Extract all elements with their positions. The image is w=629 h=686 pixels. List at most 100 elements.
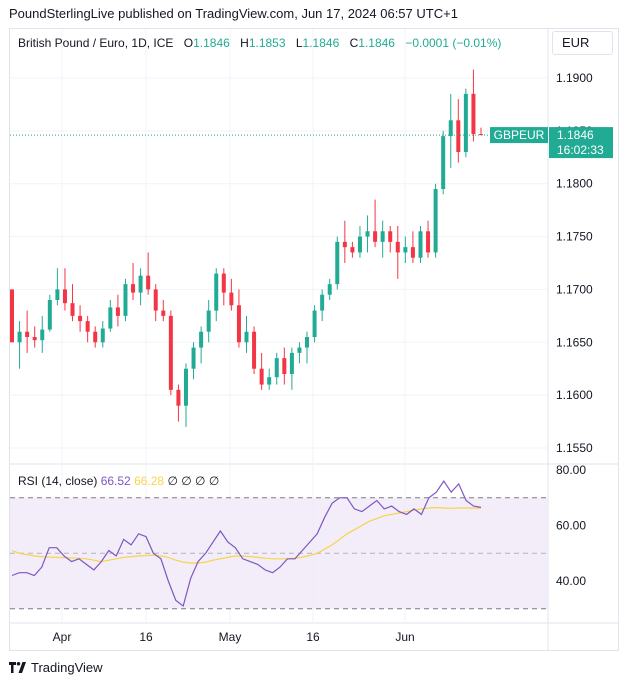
candle-body: [335, 241, 340, 285]
candle: [138, 268, 143, 306]
candle-body: [395, 241, 400, 253]
candle-body: [123, 284, 128, 316]
low-value: 1.1846: [302, 36, 340, 50]
close-label: C: [349, 36, 359, 50]
price-tick-label: 1.1800: [556, 177, 593, 191]
candle: [153, 284, 158, 322]
time-tick-label: 16: [306, 630, 320, 644]
time-tick-label: 16: [139, 630, 153, 644]
currency-button[interactable]: EUR: [552, 31, 613, 55]
candle: [85, 315, 90, 343]
candle-body: [388, 231, 393, 242]
candle: [365, 215, 370, 253]
candle: [282, 347, 287, 385]
candle-body: [55, 289, 60, 300]
candle-body: [357, 236, 362, 253]
candle-body: [373, 231, 378, 242]
candle-body: [221, 273, 226, 293]
candle-body: [418, 231, 423, 258]
candle-body: [100, 328, 105, 343]
candle: [274, 352, 279, 385]
candle-body: [131, 284, 136, 293]
candle-body: [312, 310, 317, 337]
candle: [433, 183, 438, 258]
candle-body: [252, 331, 257, 369]
candle: [131, 263, 136, 300]
candle-body: [327, 284, 332, 295]
candle: [40, 315, 45, 353]
candle: [115, 294, 120, 327]
candle: [267, 368, 272, 390]
time-tick-label: Jun: [395, 630, 414, 644]
candle: [289, 347, 294, 390]
candle: [25, 310, 30, 353]
rsi-ma-value: 66.28: [134, 474, 165, 488]
candle: [176, 384, 181, 422]
candle-body: [199, 331, 204, 348]
candle: [335, 236, 340, 290]
candle: [373, 199, 378, 248]
open-value: 1.1846: [193, 36, 230, 50]
price-tick-label: 1.1900: [556, 71, 593, 85]
candle: [342, 220, 347, 263]
candle-body: [433, 189, 438, 253]
candle-body: [456, 120, 461, 152]
candle-body: [153, 289, 158, 311]
tradingview-logo-icon: [9, 662, 26, 673]
candle: [206, 300, 211, 343]
candle-body: [146, 275, 151, 290]
candle: [55, 268, 60, 306]
symbol-title: British Pound / Euro, 1D, ICE: [18, 36, 174, 50]
candle-body: [78, 315, 83, 322]
candle: [10, 289, 14, 343]
candle-body: [85, 321, 90, 332]
rsi-value: 66.52: [100, 474, 131, 488]
candle-body: [463, 93, 468, 152]
candle: [62, 268, 67, 311]
rsi-ma-line: [11, 506, 481, 564]
candle: [380, 220, 385, 258]
candle: [229, 278, 234, 311]
candle-body: [168, 315, 173, 390]
time-tick-label: May: [219, 630, 242, 644]
candle-body: [479, 134, 483, 136]
candle: [448, 93, 453, 168]
candle-body: [289, 352, 294, 374]
candle: [146, 252, 151, 295]
candle-body: [191, 347, 196, 369]
candle: [161, 300, 166, 322]
candle-body: [448, 120, 453, 137]
candle: [471, 69, 476, 142]
candle: [388, 226, 393, 253]
candle-body: [320, 294, 325, 311]
candle-body: [183, 368, 188, 406]
time-tick-label: Apr: [53, 630, 72, 644]
candle: [236, 289, 241, 348]
candle: [441, 130, 446, 195]
price-tick-label: 1.1600: [556, 388, 593, 402]
candle-body: [47, 300, 52, 330]
candle: [463, 88, 468, 158]
candle: [214, 268, 219, 322]
candle-body: [40, 329, 45, 341]
price-badge: [549, 127, 613, 159]
candle: [252, 326, 257, 374]
candle-body: [108, 307, 113, 329]
candle: [32, 326, 37, 348]
rsi-line: [11, 480, 482, 608]
candle: [357, 226, 362, 258]
tradingview-brand[interactable]: TradingView: [9, 660, 103, 675]
candle-body: [93, 331, 98, 343]
candle: [183, 363, 188, 427]
candle-body: [17, 331, 22, 343]
candle: [410, 231, 415, 263]
candle-body: [471, 93, 476, 135]
candle-body: [25, 331, 30, 337]
candle: [199, 326, 204, 364]
candle-body: [403, 247, 408, 253]
candle: [108, 300, 113, 332]
brand-name: TradingView: [31, 660, 103, 675]
candle-body: [441, 136, 446, 189]
low-label: L: [295, 36, 303, 50]
